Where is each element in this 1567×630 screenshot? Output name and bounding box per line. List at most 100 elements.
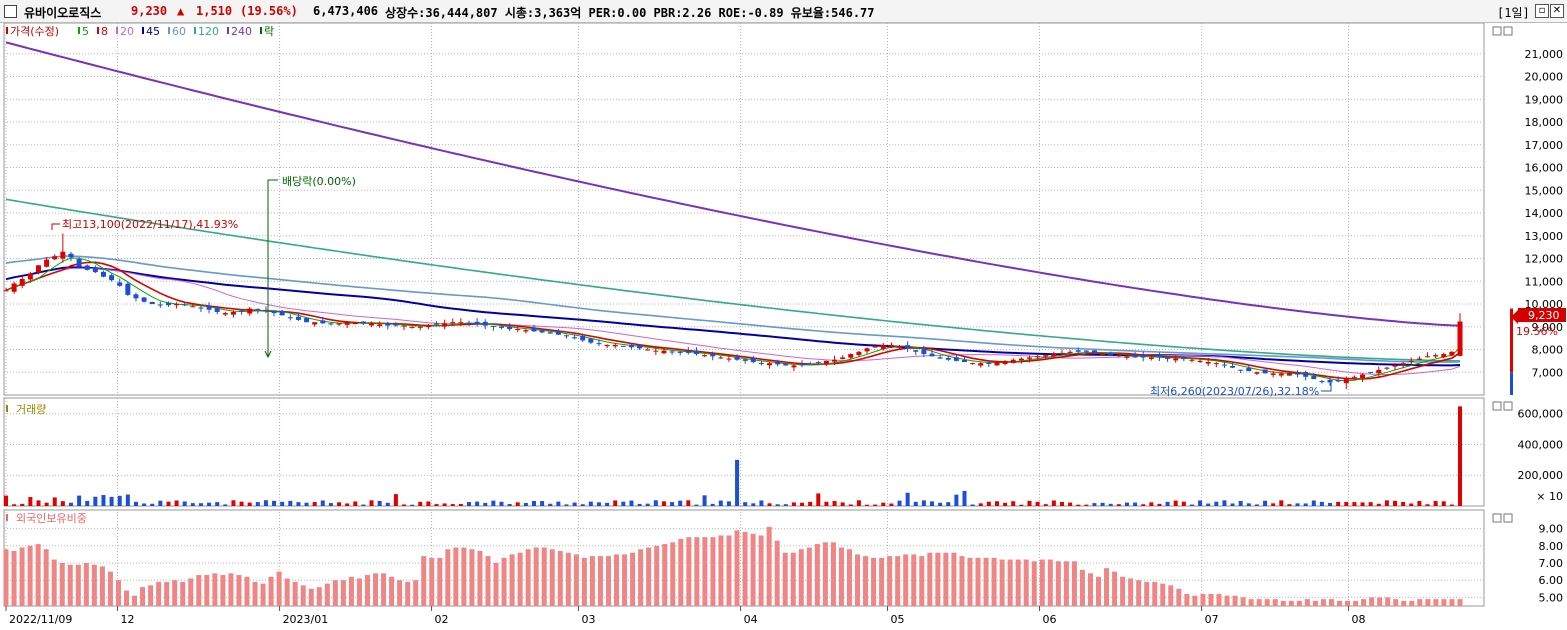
candle-body xyxy=(458,322,464,324)
candle-body xyxy=(547,332,553,334)
volume-bar xyxy=(1124,502,1129,506)
candle-body xyxy=(580,335,586,341)
volume-bar xyxy=(921,500,926,506)
foreign-ratio-bar xyxy=(300,585,306,606)
candle-body xyxy=(3,290,9,292)
foreign-ratio-bar xyxy=(959,556,965,606)
candle-body xyxy=(1441,354,1447,358)
foreign-ratio-bar xyxy=(1353,600,1359,606)
ma120-line xyxy=(5,198,1461,362)
candle-body xyxy=(328,323,334,325)
period-label[interactable]: [1일] xyxy=(1497,6,1530,20)
volume-bar xyxy=(198,503,203,506)
candle-body xyxy=(807,363,813,365)
candle-body xyxy=(970,363,976,365)
volume-bar xyxy=(946,502,951,506)
candle-body xyxy=(1319,381,1325,383)
foreign-ratio-bar xyxy=(766,526,772,606)
foreign-ratio-bar xyxy=(1449,599,1455,606)
foreign-ratio-bar xyxy=(1152,581,1158,606)
candle-body xyxy=(531,327,537,332)
foreign-ratio-bar xyxy=(1015,559,1021,606)
panel-frame xyxy=(3,397,1485,507)
volume-bar xyxy=(247,502,252,506)
candle-body xyxy=(182,304,188,306)
foreign-ratio-bar xyxy=(1288,600,1294,606)
candle-body xyxy=(1360,374,1366,379)
foreign-ratio-bar xyxy=(1441,599,1447,606)
candle-body xyxy=(588,338,594,343)
foreign-ratio-bar xyxy=(1104,568,1110,606)
candle-body xyxy=(157,304,163,306)
candle-body xyxy=(872,346,878,348)
foreign-ratio-bar xyxy=(1264,599,1270,606)
candle-body xyxy=(1295,373,1301,375)
foreign-ratio-bar xyxy=(678,538,684,606)
candle-body xyxy=(1132,355,1138,358)
candle-body xyxy=(1148,357,1154,359)
foreign-ratio-bar xyxy=(975,557,981,606)
foreign-ratio-bar xyxy=(156,581,162,606)
foreign-ratio-bar xyxy=(244,576,250,606)
candle-body xyxy=(1392,365,1398,367)
volume-bar xyxy=(1011,501,1016,506)
candle-body xyxy=(1457,321,1463,356)
candle-body xyxy=(1449,351,1455,356)
legend-marker xyxy=(116,27,118,34)
volume-bar xyxy=(60,501,65,506)
candle-body xyxy=(1400,363,1406,366)
candle-body xyxy=(604,344,610,347)
foreign-ratio-bar xyxy=(469,549,475,606)
candle-body xyxy=(482,321,488,326)
candle-body xyxy=(92,267,98,273)
candle-body xyxy=(1091,350,1097,353)
foreign-ratio-bar xyxy=(565,552,571,606)
foreign-ratio-bar xyxy=(164,581,170,606)
volume-bar xyxy=(68,502,73,506)
ma20-line xyxy=(5,267,1461,376)
foreign-ratio-bar xyxy=(356,578,362,606)
candle-body xyxy=(76,259,82,267)
foreign-ratio-bar xyxy=(879,557,885,606)
volume-bar xyxy=(743,502,748,506)
close-icon[interactable]: ✕ xyxy=(1550,4,1564,18)
volume-bar xyxy=(458,504,463,506)
foreign-ratio-bar xyxy=(59,563,65,606)
foreign-ratio-bar xyxy=(268,576,274,606)
candle-body xyxy=(214,308,220,312)
volume-bar xyxy=(491,500,496,506)
volume-bar xyxy=(986,501,991,506)
legend-marker xyxy=(6,27,8,34)
foreign-ratio-bar xyxy=(614,554,620,606)
foreign-tick-label: 5.00 xyxy=(1539,591,1564,604)
volume-bar xyxy=(125,494,130,506)
foreign-ratio-bar xyxy=(493,563,499,606)
foreign-ratio-bar xyxy=(654,545,660,606)
volume-bar xyxy=(694,504,699,506)
volume-bar xyxy=(239,501,244,506)
panel-close-icon xyxy=(1503,513,1513,523)
candle-body xyxy=(702,355,708,357)
price-change: 1,510 xyxy=(196,4,233,18)
select-checkbox[interactable] xyxy=(4,5,17,18)
foreign-ratio-bar xyxy=(1377,597,1383,606)
candle-body xyxy=(149,301,155,304)
volume-bar xyxy=(1222,500,1227,506)
volume-unit-label: × 10 xyxy=(1536,490,1563,503)
foreign-ratio-bar xyxy=(951,552,957,606)
volume-bar xyxy=(726,501,731,506)
volume-bar xyxy=(1027,500,1032,506)
foreign-ratio-bar xyxy=(927,552,933,606)
volume-bar xyxy=(1035,501,1040,506)
maximize-icon[interactable]: ▫ xyxy=(1535,4,1549,18)
volume-bar xyxy=(1043,504,1048,506)
candle-body xyxy=(133,294,139,299)
volume-bar xyxy=(1230,503,1235,506)
volume-bar xyxy=(442,503,447,506)
volume-bar xyxy=(345,503,350,506)
volume-bar xyxy=(1051,500,1056,506)
foreign-ratio-bar xyxy=(364,575,370,606)
candle-body xyxy=(255,308,261,310)
volume-bar xyxy=(816,493,821,506)
ma8-line xyxy=(5,261,1461,380)
